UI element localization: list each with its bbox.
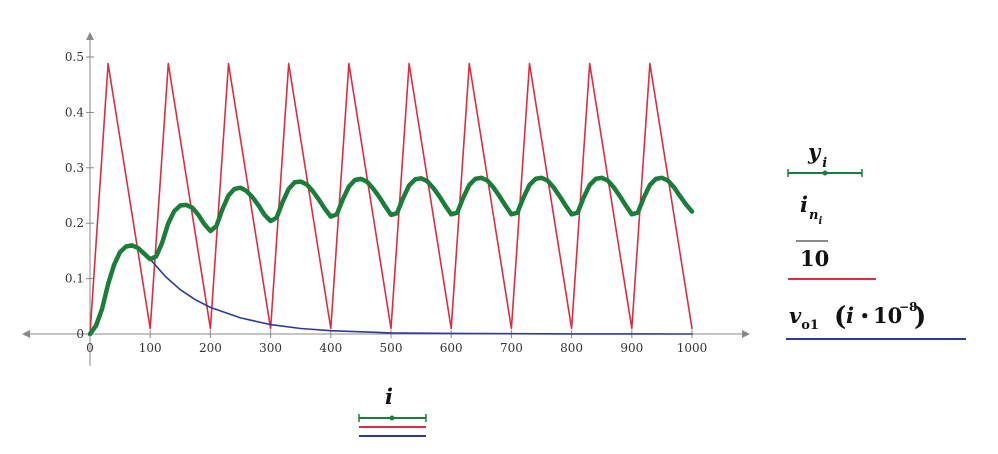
legend-label-in: ini [800, 192, 822, 227]
x-tick-label: 1000 [677, 341, 708, 355]
x-tick-label: 800 [560, 341, 583, 355]
x-legend-swatch-y [358, 414, 427, 422]
y-tick-label: 0.3 [65, 161, 84, 175]
legend-paren-open: ( [834, 302, 846, 332]
x-axis-arrow-left [22, 330, 30, 338]
x-axis-legend: i [358, 384, 427, 437]
x-tick-label: 400 [319, 341, 342, 355]
y-tick-label: 0.4 [65, 105, 84, 119]
y-tick-label: 0 [76, 327, 84, 341]
x-tick-label: 200 [199, 341, 222, 355]
legend-arg-base: 10 [873, 303, 902, 328]
x-tick-label: 100 [139, 341, 162, 355]
tick-labels: 0 100 200 300 400 500 600 700 800 900 1000 0 0.1 0.2 0… [65, 50, 707, 355]
legend-arg-exp: −8 [899, 300, 917, 314]
x-axis-variable: i [385, 384, 393, 409]
y-tick-label: 0.2 [65, 216, 84, 230]
y-tick-label: 0.5 [65, 50, 84, 64]
y-tick-label: 0.1 [65, 272, 84, 286]
x-tick-label: 300 [259, 341, 282, 355]
legend-paren-close: ) [914, 302, 926, 332]
x-tick-label: 900 [620, 341, 643, 355]
legend-arg-op: • [860, 307, 870, 325]
x-axis-arrow [742, 330, 750, 338]
legend-denominator: 10 [800, 246, 829, 271]
legend-swatch-y [787, 169, 863, 177]
series-line-in [89, 62, 693, 335]
x-tick-label: 500 [380, 341, 403, 355]
legend-arg-var: i [846, 303, 854, 328]
series-line-y [87, 175, 695, 337]
x-tick-label: 700 [500, 341, 523, 355]
series-lines [87, 62, 695, 337]
legend-label-v: vo1 [789, 303, 819, 333]
x-tick-label: 600 [440, 341, 463, 355]
y-axis-arrow [86, 32, 94, 40]
x-tick-label: 0 [86, 341, 94, 355]
